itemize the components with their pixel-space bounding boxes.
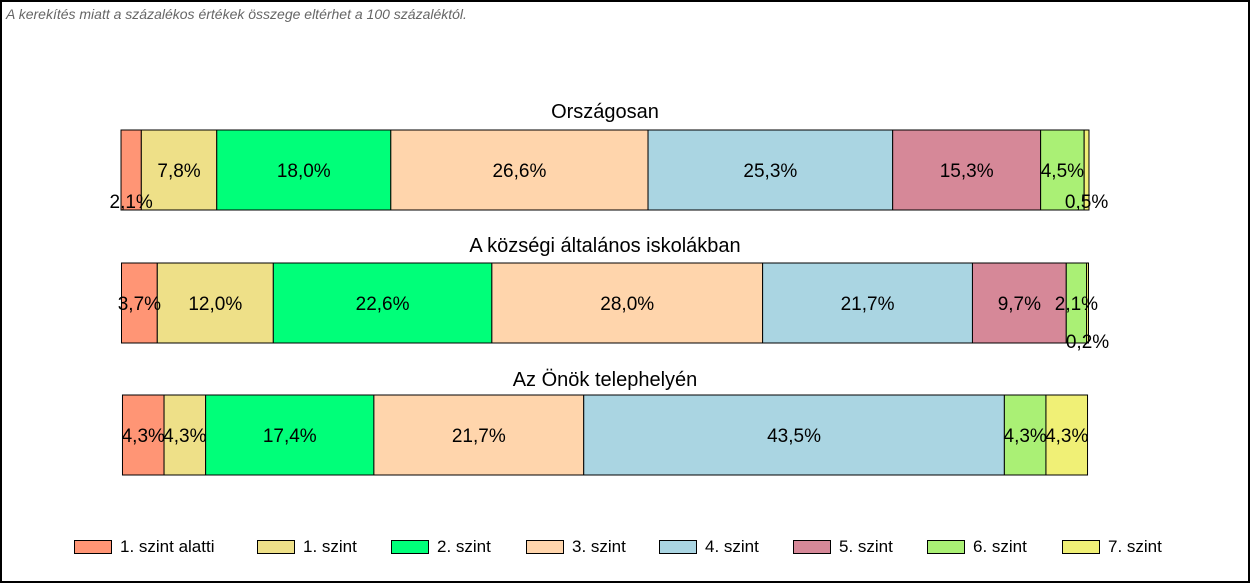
bar-label-1-7: 4,5% (1041, 161, 1084, 182)
bar-label-3-8: 4,3% (1045, 426, 1088, 447)
bar-label-1-2: 7,8% (157, 161, 200, 182)
bar-segment-2-3 (272, 262, 493, 344)
row-title-3: Az Önök telephelyén (513, 369, 698, 391)
legend-item-8: 7. szint (1062, 536, 1162, 558)
legend-swatch-3 (391, 540, 429, 554)
bar-label-3-1: 4,3% (122, 426, 165, 447)
legend-item-6: 5. szint (793, 536, 893, 558)
legend-label-3: 2. szint (437, 537, 491, 556)
legend-item-2: 1. szint (257, 536, 357, 558)
bar-label-2-1: 3,7% (118, 294, 161, 315)
legend-label-7: 6. szint (973, 537, 1027, 556)
bar-label-3-2: 4,3% (163, 426, 206, 447)
bar-segment-2-1 (121, 262, 158, 344)
bar-label-1-4: 26,6% (492, 161, 546, 182)
bar-segment-3-1 (121, 394, 165, 476)
legend-label-8: 7. szint (1108, 537, 1162, 556)
bar-label-2-8: 0,2% (1066, 332, 1109, 353)
row-title-2: A községi általános iskolákban (469, 235, 740, 257)
bar-segment-2-2 (156, 262, 274, 344)
legend-swatch-4 (526, 540, 564, 554)
legend-swatch-6 (793, 540, 831, 554)
legend-swatch-8 (1062, 540, 1100, 554)
legend-label-2: 1. szint (303, 537, 357, 556)
bar-label-2-3: 22,6% (356, 294, 410, 315)
bar-segment-1-7 (1040, 129, 1085, 211)
legend-item-1: 1. szint alatti (74, 536, 215, 558)
rounding-note: A kerekítés miatt a százalékos értékek ö… (6, 6, 467, 22)
legend-swatch-7 (927, 540, 965, 554)
legend-item-7: 6. szint (927, 536, 1027, 558)
bar-segment-3-5 (583, 394, 1005, 476)
bar-label-2-2: 12,0% (188, 294, 242, 315)
bar-label-3-7: 4,3% (1004, 426, 1047, 447)
bar-label-1-1: 2,1% (110, 192, 153, 213)
bar-segment-1-6 (892, 129, 1042, 211)
bar-label-1-3: 18,0% (277, 161, 331, 182)
legend-label-6: 5. szint (839, 537, 893, 556)
bar-label-2-4: 28,0% (600, 294, 654, 315)
bar-segment-3-3 (205, 394, 375, 476)
bar-label-3-5: 43,5% (767, 426, 821, 447)
row-title-1: Országosan (551, 101, 659, 123)
bar-label-2-6: 9,7% (998, 294, 1041, 315)
bar-label-1-6: 15,3% (940, 161, 994, 182)
legend-swatch-2 (257, 540, 295, 554)
legend-label-4: 3. szint (572, 537, 626, 556)
legend-label-5: 4. szint (705, 537, 759, 556)
legend-label-1: 1. szint alatti (120, 537, 215, 556)
bar-segment-1-2 (140, 129, 218, 211)
legend-swatch-1 (74, 540, 112, 554)
bar-segment-3-2 (163, 394, 207, 476)
bar-label-2-7: 2,1% (1055, 294, 1098, 315)
bar-label-3-3: 17,4% (263, 426, 317, 447)
bar-segment-2-6 (971, 262, 1067, 344)
bar-segment-3-7 (1003, 394, 1047, 476)
legend-swatch-5 (659, 540, 697, 554)
bar-label-3-4: 21,7% (452, 426, 506, 447)
bar-label-1-8: 0,5% (1065, 192, 1108, 213)
bar-segment-2-8 (1086, 262, 1089, 344)
bar-segment-1-8 (1083, 129, 1090, 211)
bar-label-2-5: 21,7% (841, 294, 895, 315)
legend-item-4: 3. szint (526, 536, 626, 558)
bar-segment-1-5 (647, 129, 894, 211)
bar-segment-3-8 (1045, 394, 1089, 476)
bar-segment-1-4 (390, 129, 649, 211)
legend: 1. szint alatti 1. szint 2. szint 3. szint 4… (2, 536, 1250, 558)
bar-segment-2-4 (491, 262, 764, 344)
bar-label-1-5: 25,3% (743, 161, 797, 182)
bar-segment-3-4 (373, 394, 585, 476)
legend-item-3: 2. szint (391, 536, 491, 558)
legend-item-5: 4. szint (659, 536, 759, 558)
bar-segment-2-5 (762, 262, 973, 344)
